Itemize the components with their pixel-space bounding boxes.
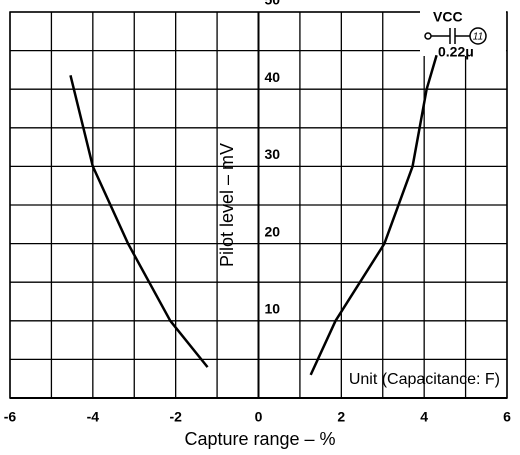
x-tick-label: -6 <box>4 409 17 425</box>
y-tick-label: 10 <box>265 301 281 317</box>
x-tick-label: 6 <box>503 409 511 425</box>
y-tick-label: 30 <box>265 146 281 162</box>
y-tick-label: 50 <box>265 0 281 8</box>
inset-supply: VCC <box>433 9 463 25</box>
x-tick-label: -2 <box>169 409 182 425</box>
x-tick-label: 4 <box>420 409 428 425</box>
inset-pin-circle <box>469 27 487 45</box>
x-tick-label: 2 <box>337 409 345 425</box>
x-axis-title: Capture range – % <box>184 429 335 449</box>
inset-pin: 11 <box>473 32 483 43</box>
annotation: Unit (Capacitance: F) <box>349 371 500 388</box>
inset-capacitor-symbol <box>431 28 470 44</box>
y-tick-label: 20 <box>265 223 281 239</box>
x-tick-label: -4 <box>87 409 100 425</box>
inset-bg <box>420 8 506 56</box>
x-tick-label: 0 <box>255 409 263 425</box>
curve <box>309 54 438 376</box>
y-tick-label: 40 <box>265 69 281 85</box>
curve <box>69 75 209 368</box>
inset-capacitor: 0.22μ <box>438 44 474 60</box>
y-axis-title: Pilot level – mV <box>217 143 237 267</box>
